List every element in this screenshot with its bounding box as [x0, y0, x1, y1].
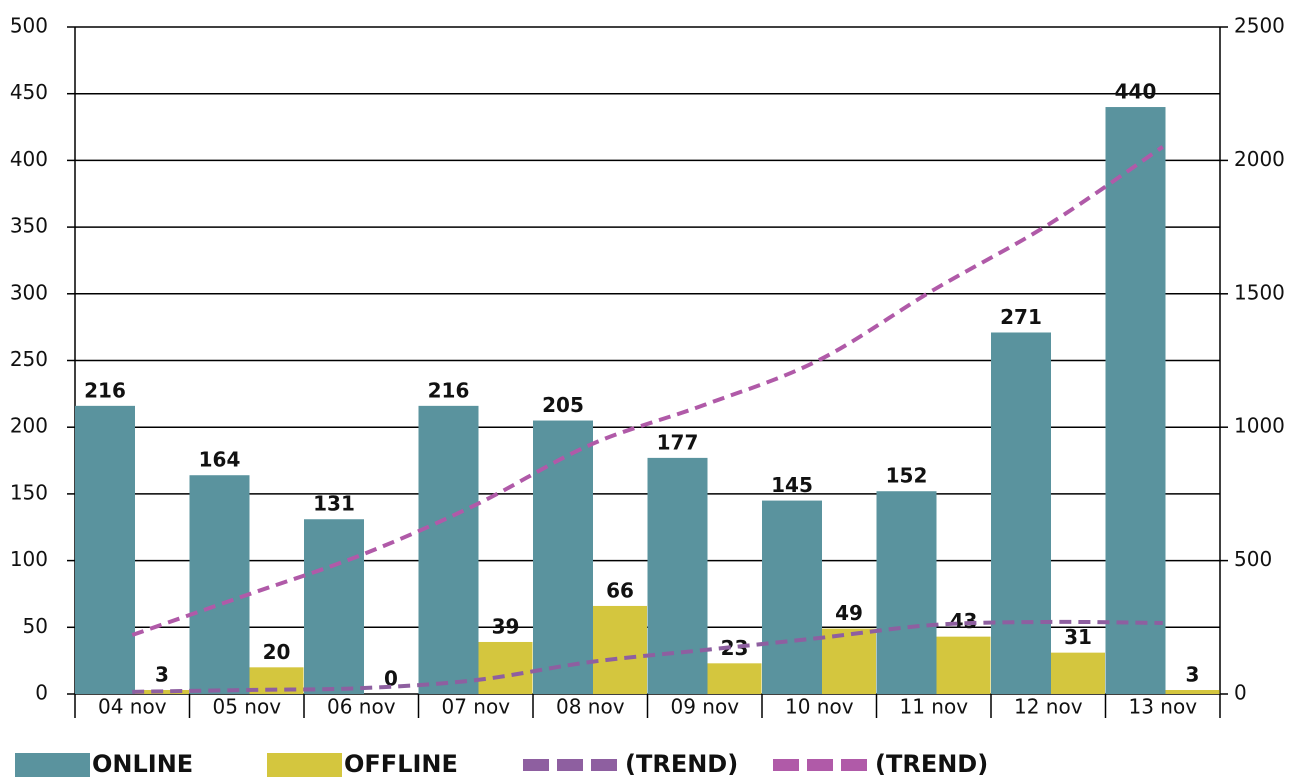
y-tick-label: 450 — [10, 80, 48, 104]
bar — [991, 332, 1051, 694]
bar — [762, 500, 822, 694]
value-label: 20 — [263, 640, 291, 664]
value-label: 3 — [155, 662, 169, 686]
bar — [822, 628, 876, 694]
y-tick-label: 300 — [10, 280, 48, 304]
bar — [189, 475, 250, 694]
y-tick-label: 50 — [23, 614, 48, 638]
y-tick-label: 0 — [35, 681, 48, 705]
y-tick-label: 400 — [10, 147, 48, 171]
x-tick-label: 07 nov — [441, 695, 510, 719]
x-tick-label: 04 nov — [98, 695, 167, 719]
y2-tick-label: 2000 — [1234, 147, 1285, 171]
y-tick-label: 150 — [10, 480, 48, 504]
y2-tick-label: 500 — [1234, 547, 1272, 571]
bar — [478, 641, 533, 694]
value-label: 145 — [771, 473, 813, 497]
value-label: 216 — [84, 378, 126, 402]
value-label: 271 — [1000, 305, 1042, 329]
y-tick-label: 200 — [10, 414, 48, 438]
trend-line — [131, 145, 1164, 637]
value-label: 66 — [606, 578, 634, 602]
x-tick-label: 13 nov — [1128, 695, 1197, 719]
y2-tick-label: 0 — [1234, 681, 1247, 705]
bar — [593, 605, 647, 694]
legend-swatch — [267, 753, 342, 777]
y-tick-label: 250 — [10, 347, 48, 371]
bar — [936, 636, 991, 694]
x-tick-label: 09 nov — [670, 695, 739, 719]
x-tick-label: 06 nov — [327, 695, 396, 719]
legend-swatch — [15, 753, 90, 777]
x-tick-label: 12 nov — [1014, 695, 1083, 719]
value-label: 39 — [492, 614, 520, 638]
value-label: 205 — [542, 393, 584, 417]
y2-tick-label: 1000 — [1234, 414, 1285, 438]
bar — [533, 420, 593, 694]
legend-label: (TREND) — [625, 750, 738, 778]
bar — [876, 491, 937, 694]
value-label: 177 — [657, 430, 699, 454]
value-label: 164 — [199, 448, 241, 472]
value-label: 0 — [384, 667, 398, 691]
x-tick-label: 08 nov — [556, 695, 625, 719]
trend-line — [132, 619, 1163, 694]
y-tick-label: 350 — [10, 214, 48, 238]
value-label: 216 — [428, 378, 470, 402]
value-label: 152 — [886, 464, 928, 488]
bar — [304, 519, 364, 694]
y2-tick-label: 1500 — [1234, 280, 1285, 304]
bar — [75, 405, 135, 694]
y2-tick-label: 2500 — [1234, 14, 1285, 38]
legend-label: (TREND) — [875, 750, 988, 778]
legend-label: ONLINE — [92, 750, 193, 778]
value-label: 49 — [835, 601, 863, 625]
legend-label: OFFLINE — [344, 750, 458, 778]
y-tick-label: 100 — [10, 547, 48, 571]
y-tick-label: 500 — [10, 14, 48, 38]
bar — [1051, 652, 1105, 694]
bar — [647, 457, 708, 694]
bar — [418, 405, 479, 694]
x-tick-label: 11 nov — [899, 695, 968, 719]
value-label: 440 — [1115, 80, 1157, 104]
value-label: 3 — [1186, 662, 1200, 686]
value-label: 31 — [1064, 625, 1092, 649]
bar — [707, 663, 762, 694]
x-tick-label: 05 nov — [212, 695, 281, 719]
value-label: 131 — [313, 492, 355, 516]
x-tick-label: 10 nov — [785, 695, 854, 719]
bar — [1165, 689, 1220, 694]
bar — [1105, 107, 1166, 695]
